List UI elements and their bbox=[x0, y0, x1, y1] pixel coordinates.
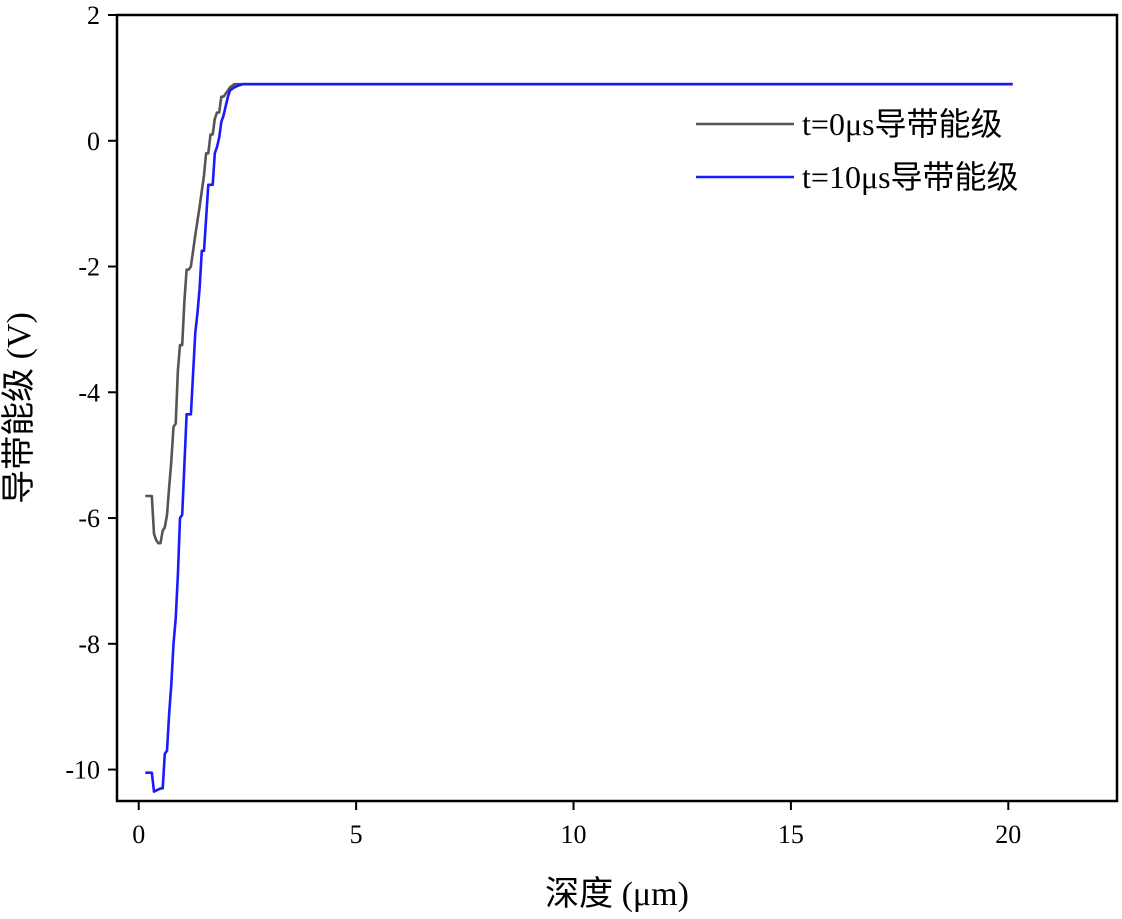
legend-label: t=10μs导带能级 bbox=[802, 159, 1019, 195]
x-axis: 0 5 10 15 20 bbox=[132, 801, 1021, 849]
series-lines bbox=[145, 82, 1013, 793]
legend: t=0μs导带能级 t=10μs导带能级 bbox=[696, 106, 1019, 195]
y-tick-label: -4 bbox=[78, 378, 100, 407]
y-tick-label: -10 bbox=[65, 756, 100, 785]
legend-label: t=0μs导带能级 bbox=[802, 106, 1003, 142]
y-tick-label: -2 bbox=[78, 253, 100, 282]
series-line-1 bbox=[145, 82, 1013, 793]
x-tick-label: 20 bbox=[995, 820, 1021, 849]
x-tick-label: 10 bbox=[561, 820, 587, 849]
x-tick-label: 15 bbox=[778, 820, 804, 849]
y-axis-title: 导带能级 (V) bbox=[0, 312, 38, 504]
y-tick-label: 2 bbox=[87, 1, 100, 30]
y-tick-label: 0 bbox=[87, 127, 100, 156]
y-axis: 2 0 -2 -4 -6 -8 -10 bbox=[65, 1, 117, 785]
x-axis-title: 深度 (μm) bbox=[545, 875, 689, 913]
plot-frame bbox=[115, 13, 1119, 803]
y-tick-label: -6 bbox=[78, 504, 100, 533]
x-tick-label: 0 bbox=[132, 820, 145, 849]
y-tick-label: -8 bbox=[78, 630, 100, 659]
x-tick-label: 5 bbox=[350, 820, 363, 849]
series-line-0 bbox=[145, 82, 1013, 545]
